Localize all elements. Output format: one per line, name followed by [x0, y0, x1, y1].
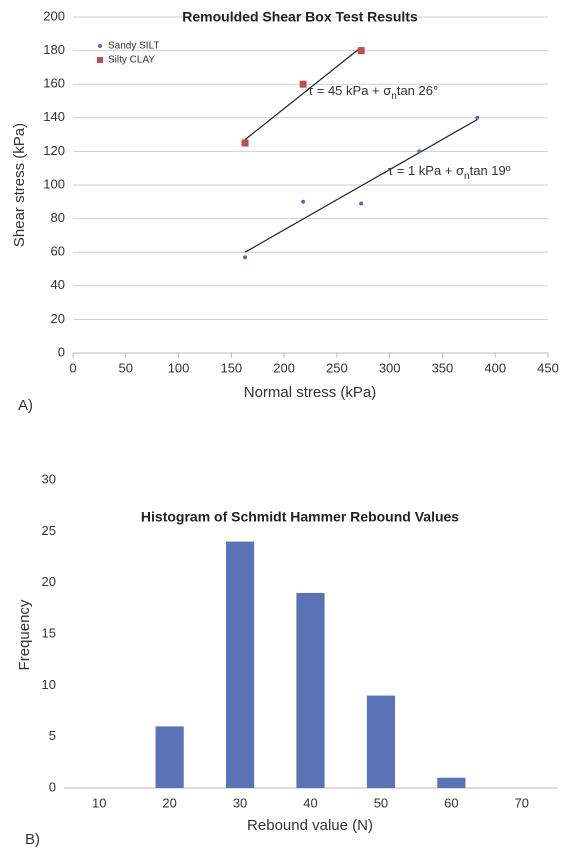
equation-part: tan 19º [470, 163, 511, 178]
y-axis-label: Shear stress (kPa) [11, 123, 28, 247]
point [243, 255, 248, 260]
x-tick-label: 70 [515, 795, 529, 810]
chart-title: Remoulded Shear Box Test Results [182, 9, 418, 25]
legend-marker [97, 57, 103, 63]
x-tick-label: 50 [374, 795, 388, 810]
point [301, 199, 306, 204]
equation-part: n [464, 171, 470, 182]
x-tick-label: 0 [69, 360, 76, 375]
x-tick-label: 10 [92, 795, 106, 810]
y-tick-label: 15 [42, 625, 56, 640]
legend-label: Silty CLAY [108, 55, 155, 66]
x-tick-label: 350 [432, 360, 454, 375]
equation-part: n [391, 91, 397, 102]
equation-part: tan 26° [397, 83, 438, 98]
y-axis-label: Frequency [16, 599, 33, 670]
y-tick-label: 0 [49, 779, 56, 794]
x-tick-label: 40 [303, 795, 317, 810]
x-tick-label: 450 [537, 360, 559, 375]
x-tick-label: 250 [326, 360, 348, 375]
legend-marker [98, 44, 102, 48]
panel-label: B) [25, 831, 40, 848]
y-tick-label: 160 [43, 76, 65, 91]
legend-label: Sandy SILT [108, 41, 160, 52]
y-tick-label: 60 [51, 244, 65, 259]
equation-part: τ = 45 kPa + σ [308, 83, 391, 98]
chart-title: Histogram of Schmidt Hammer Rebound Valu… [141, 509, 459, 525]
y-tick-label: 20 [42, 574, 56, 589]
x-tick-label: 200 [273, 360, 295, 375]
y-tick-label: 120 [43, 143, 65, 158]
bar [155, 726, 184, 788]
x-tick-label: 50 [119, 360, 133, 375]
point [241, 139, 249, 147]
x-tick-label: 20 [162, 795, 176, 810]
x-tick-label: 60 [444, 795, 458, 810]
x-tick-label: 400 [484, 360, 506, 375]
x-axis-label: Rebound value (N) [247, 817, 373, 834]
y-tick-label: 25 [42, 523, 56, 538]
y-tick-label: 140 [43, 109, 65, 124]
y-tick-label: 10 [42, 677, 56, 692]
bar [437, 777, 466, 788]
trendline [244, 46, 362, 141]
bar [366, 695, 396, 788]
point [357, 47, 365, 55]
bar [296, 592, 325, 788]
y-tick-label: 0 [58, 344, 65, 359]
point [299, 80, 307, 88]
x-axis-label: Normal stress (kPa) [244, 384, 377, 401]
trendline-equation: τ = 45 kPa + σntan 26° [308, 83, 438, 101]
y-tick-label: 5 [49, 728, 56, 743]
point [475, 115, 480, 120]
y-tick-label: 180 [43, 42, 65, 57]
equation-part: τ = 1 kPa + σ [388, 163, 464, 178]
point [359, 201, 364, 206]
trendline [244, 118, 478, 253]
panel-label: A) [18, 397, 33, 414]
y-tick-label: 80 [51, 210, 65, 225]
x-tick-label: 150 [220, 360, 242, 375]
x-tick-label: 30 [233, 795, 247, 810]
y-tick-label: 200 [43, 8, 65, 23]
y-tick-label: 100 [43, 176, 65, 191]
y-tick-label: 40 [51, 277, 65, 292]
y-tick-label: 30 [42, 471, 56, 486]
bar [225, 541, 255, 788]
point [417, 149, 422, 154]
trendline-equation: τ = 1 kPa + σntan 19º [388, 163, 511, 181]
x-tick-label: 300 [379, 360, 401, 375]
y-tick-label: 20 [51, 311, 65, 326]
x-tick-label: 100 [168, 360, 190, 375]
